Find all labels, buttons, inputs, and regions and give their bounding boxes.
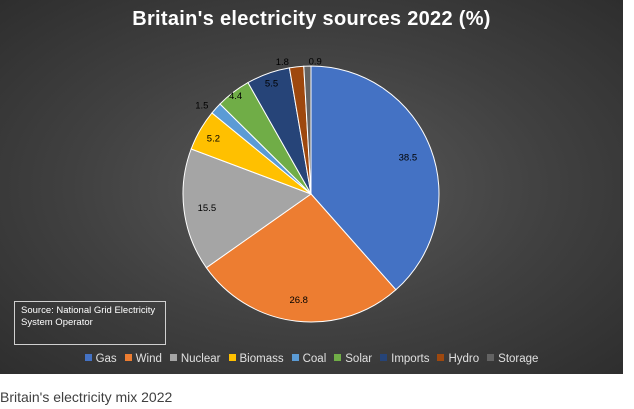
pie-slice-nuclear (182, 148, 313, 269)
data-label-coal: 1.5 (195, 101, 208, 112)
legend-label-biomass: Biomass (239, 353, 284, 365)
legend-label-solar: Solar (345, 353, 373, 365)
data-label-wind: 26.8 (289, 295, 308, 306)
legend-swatch-hydro (437, 354, 445, 361)
legend-item-storage: Storage (487, 353, 538, 365)
pie-slice-gas (310, 65, 440, 291)
chart-panel: Britain's electricity sources 2022 (%) 3… (0, 0, 623, 374)
data-label-storage: 0.9 (309, 56, 322, 67)
data-label-nuclear: 15.5 (198, 203, 217, 214)
legend-item-nuclear: Nuclear (169, 353, 221, 365)
data-label-gas: 38.5 (399, 153, 418, 164)
legend-swatch-gas (84, 354, 92, 361)
legend-label-storage: Storage (498, 353, 539, 365)
legend-swatch-solar (334, 354, 342, 361)
figure-caption: Britain's electricity mix 2022 (0, 389, 173, 405)
legend-label-nuclear: Nuclear (180, 353, 221, 365)
data-label-imports: 5.5 (265, 79, 278, 90)
legend-swatch-biomass (228, 354, 236, 361)
legend-label-gas: Gas (95, 353, 117, 365)
legend-item-solar: Solar (334, 353, 372, 365)
data-label-hydro: 1.8 (276, 57, 289, 68)
legend: Gas Wind Nuclear Biomass Coal Solar Imports Hyd… (0, 353, 623, 365)
legend-item-wind: Wind (124, 353, 162, 365)
legend-item-coal: Coal (291, 353, 327, 365)
legend-item-imports: Imports (380, 353, 429, 365)
legend-swatch-wind (124, 354, 132, 361)
source-note: Source: National Grid Electricity System… (14, 301, 166, 345)
data-label-solar: 4.4 (229, 91, 242, 102)
legend-item-biomass: Biomass (228, 353, 284, 365)
data-label-biomass: 5.2 (207, 133, 220, 144)
legend-swatch-coal (291, 354, 299, 361)
legend-swatch-nuclear (169, 354, 177, 361)
legend-swatch-storage (487, 354, 495, 361)
legend-item-gas: Gas (84, 353, 117, 365)
pie-slice-storage (303, 65, 312, 195)
legend-swatch-imports (380, 354, 388, 361)
pie-slice-wind (205, 193, 397, 323)
legend-label-wind: Wind (135, 353, 162, 365)
legend-item-hydro: Hydro (437, 353, 479, 365)
legend-label-imports: Imports (391, 353, 430, 365)
legend-label-coal: Coal (302, 353, 327, 365)
pie-chart: 38.5 26.8 15.5 5.2 1.5 4.4 5.5 1.8 0.9 (182, 56, 440, 323)
legend-label-hydro: Hydro (448, 353, 480, 365)
chart-title: Britain's electricity sources 2022 (%) (132, 8, 491, 30)
